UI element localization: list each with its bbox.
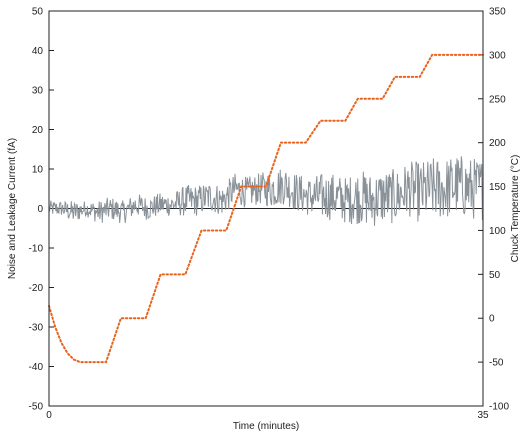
- left-axis-ticks: -50 -40 -30 -20 -10 0 10 20 30 40 50: [29, 7, 54, 413]
- left-tick-label: -50: [29, 402, 44, 413]
- right-tick-label: 300: [489, 50, 506, 61]
- left-tick-label: -10: [29, 244, 44, 255]
- series-layer: [48, 53, 484, 364]
- x-axis-title: Time (minutes): [233, 421, 299, 432]
- left-axis-title: Noise and Leakage Current (fA): [7, 138, 18, 279]
- x-tick-label: 35: [477, 410, 489, 421]
- left-tick-label: 20: [32, 125, 44, 136]
- plot-frame: [48, 10, 484, 407]
- right-tick-label: 350: [489, 7, 506, 18]
- left-tick-label: -40: [29, 362, 44, 373]
- left-tick-label: -20: [29, 283, 44, 294]
- right-tick-label: 50: [489, 270, 501, 281]
- x-tick-label: 0: [46, 410, 52, 421]
- left-tick-label: 0: [37, 204, 43, 215]
- right-tick-label: 150: [489, 182, 506, 193]
- right-tick-label: 250: [489, 94, 506, 105]
- chuck-temperature-series-line: [48, 53, 484, 364]
- left-tick-label: 50: [32, 7, 44, 18]
- right-tick-label: -50: [489, 358, 504, 369]
- noise-leakage-series-line: [48, 156, 484, 226]
- x-axis-ticks: 0 35: [46, 401, 489, 421]
- right-axis-title: Chuck Temperature (°C): [510, 155, 521, 263]
- right-tick-label: 100: [489, 226, 506, 237]
- right-tick-label: 200: [489, 138, 506, 149]
- right-axis-ticks: -100 -50 0 50 100 150 200 250 300 350: [478, 7, 509, 413]
- right-tick-label: -100: [489, 402, 509, 413]
- left-tick-label: -30: [29, 323, 44, 334]
- left-tick-label: 30: [32, 86, 44, 97]
- left-tick-label: 40: [32, 46, 44, 57]
- right-tick-label: 0: [489, 314, 495, 325]
- left-tick-label: 10: [32, 165, 44, 176]
